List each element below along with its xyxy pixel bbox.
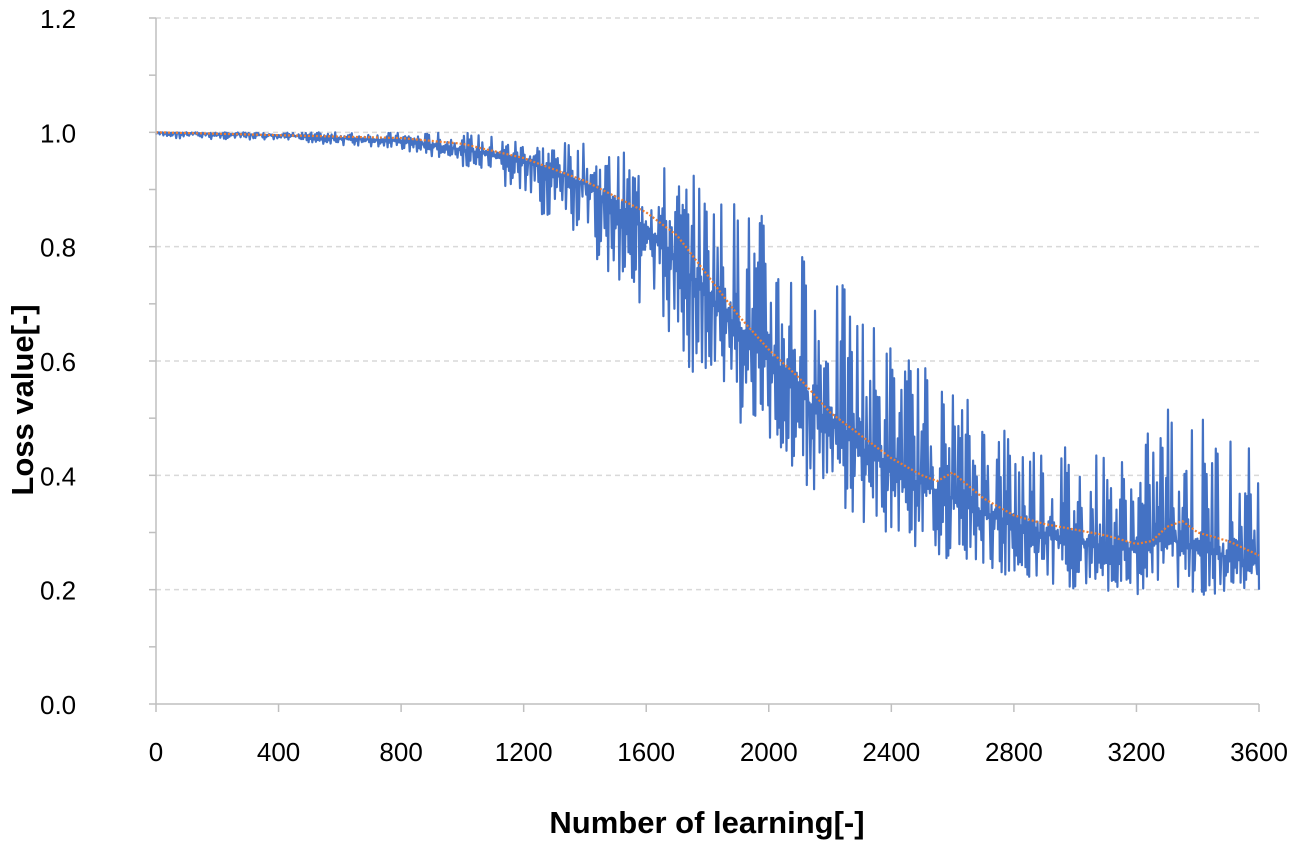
y-tick-label: 0.8 — [40, 233, 76, 263]
y-axis-title: Loss value[-] — [5, 304, 40, 495]
x-tick-label: 1200 — [495, 737, 553, 767]
series-moving-average-line — [155, 131, 1260, 557]
x-tick-label: 2000 — [740, 737, 798, 767]
x-tick-label: 3600 — [1230, 737, 1288, 767]
x-axis-ticks: 0 400 800 1200 1600 2000 2400 2800 3200 3600 — [149, 704, 1288, 767]
y-tick-label: 0.0 — [40, 690, 76, 720]
x-tick-label: 0 — [149, 737, 163, 767]
grid-lines — [156, 17, 1259, 591]
x-tick-label: 2400 — [862, 737, 920, 767]
x-tick-label: 3200 — [1108, 737, 1166, 767]
x-tick-label: 800 — [379, 737, 422, 767]
series-noisy-line — [154, 131, 1261, 596]
y-tick-label: 1.0 — [40, 118, 76, 148]
y-tick-label: 0.4 — [40, 461, 76, 491]
y-axis-ticks: 0.0 0.2 0.4 0.6 0.8 1.0 1.2 — [40, 4, 156, 720]
y-tick-label: 0.6 — [40, 347, 76, 377]
y-tick-label: 0.2 — [40, 576, 76, 606]
x-axis-title: Number of learning[-] — [549, 805, 864, 840]
x-tick-label: 1600 — [617, 737, 675, 767]
x-tick-label: 400 — [257, 737, 300, 767]
x-tick-label: 2800 — [985, 737, 1043, 767]
plot-area — [154, 131, 1261, 596]
y-tick-label: 1.2 — [40, 4, 76, 34]
